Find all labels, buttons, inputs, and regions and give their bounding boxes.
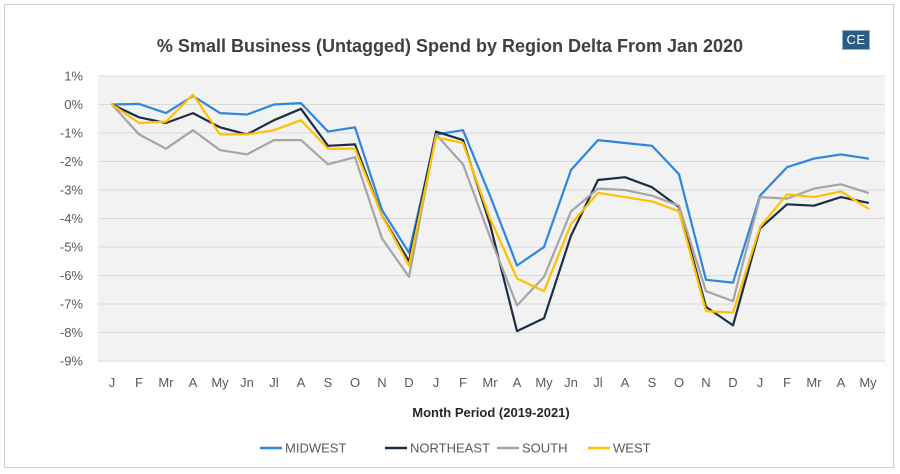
y-tick-label: 1% [64, 69, 83, 84]
series-line-west [110, 93, 870, 314]
chart-title: % Small Business (Untagged) Spend by Reg… [156, 36, 744, 56]
y-tick-label: -6% [60, 268, 84, 283]
x-tick-label: My [859, 375, 877, 390]
legend-label-west: WEST [613, 441, 651, 456]
series-lines [110, 93, 870, 333]
x-tick-label: Jn [240, 375, 254, 390]
x-tick-label: O [350, 375, 360, 390]
x-tick-label: D [728, 375, 737, 390]
x-tick-label: S [648, 375, 657, 390]
y-tick-label: -2% [60, 154, 84, 169]
x-tick-label: Jl [269, 375, 279, 390]
legend: MIDWEST NORTHEAST SOUTH WEST [260, 441, 651, 456]
x-tick-label: A [621, 375, 630, 390]
x-tick-label: Mr [806, 375, 822, 390]
y-tick-label: -1% [60, 126, 84, 141]
x-tick-label: A [513, 375, 522, 390]
x-tick-label: N [701, 375, 710, 390]
x-tick-label: O [674, 375, 684, 390]
x-axis-ticks: J F Mr A My Jn Jl A S O N D J F Mr A My Jn Jl A S O N D J F Mr A My [109, 375, 877, 390]
x-tick-label: My [535, 375, 553, 390]
y-tick-label: 0% [64, 97, 83, 112]
series-line-northeast [110, 103, 870, 333]
x-tick-label: F [459, 375, 467, 390]
y-tick-label: -4% [60, 211, 84, 226]
gridlines [98, 75, 885, 362]
x-tick-label: N [377, 375, 386, 390]
x-tick-label: J [433, 375, 440, 390]
y-tick-label: -3% [60, 183, 84, 198]
series-line-south [110, 103, 870, 307]
legend-label-midwest: MIDWEST [285, 441, 346, 456]
x-tick-label: Jl [593, 375, 603, 390]
y-tick-label: -9% [60, 354, 84, 369]
x-tick-label: Mr [158, 375, 174, 390]
x-tick-label: S [324, 375, 333, 390]
series-line-midwest [110, 94, 870, 284]
y-tick-label: -8% [60, 325, 84, 340]
x-axis-label: Month Period (2019-2021) [412, 405, 570, 420]
x-tick-label: My [211, 375, 229, 390]
x-tick-label: A [837, 375, 846, 390]
legend-label-northeast: NORTHEAST [410, 441, 490, 456]
x-tick-label: A [297, 375, 306, 390]
x-tick-label: J [109, 375, 116, 390]
x-tick-label: F [135, 375, 143, 390]
y-axis-ticks: 1% 0% -1% -2% -3% -4% -5% -6% -7% -8% -9% [60, 69, 84, 369]
x-tick-label: D [404, 375, 413, 390]
y-tick-label: -5% [60, 240, 84, 255]
x-tick-label: A [189, 375, 198, 390]
x-tick-label: J [757, 375, 764, 390]
x-tick-label: Mr [482, 375, 498, 390]
x-tick-label: Jn [564, 375, 578, 390]
x-tick-label: F [783, 375, 791, 390]
y-tick-label: -7% [60, 297, 84, 312]
ce-logo-badge: CE [842, 30, 870, 50]
legend-label-south: SOUTH [522, 441, 568, 456]
